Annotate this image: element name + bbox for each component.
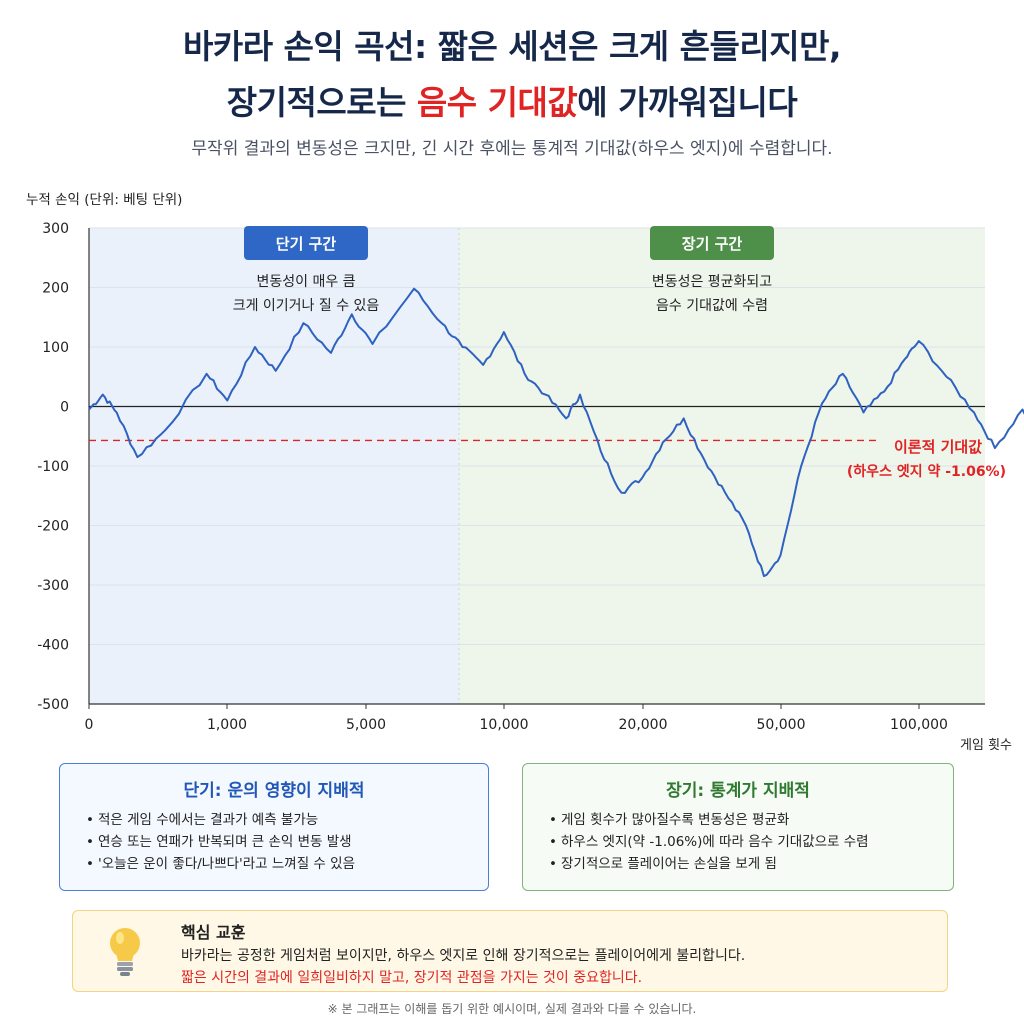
long-term-panel-title: 장기: 통계가 지배적 bbox=[666, 781, 810, 801]
y-tick-label: -400 bbox=[37, 638, 69, 654]
short-term-panel: 단기: 운의 영향이 지배적 적은 게임 수에서는 결과가 예측 불가능 연승 … bbox=[59, 763, 489, 891]
key-lesson-box: 핵심 교훈 바카라는 공정한 게임처럼 보이지만, 하우스 엣지로 인해 장기적… bbox=[72, 910, 948, 992]
y-tick-label: 300 bbox=[42, 221, 69, 237]
x-axis-label: 게임 횟수 bbox=[960, 738, 1012, 753]
profit-loss-chart: 300 200 100 0 -100 -200 -300 -400 -500 0 1,000 5,00… bbox=[37, 221, 1024, 733]
long-term-region-description: 변동성은 평균화되고 bbox=[652, 274, 772, 290]
expected-value-note: (하우스 엣지 약 -1.06%) bbox=[847, 463, 1006, 480]
footnote: ※ 본 그래프는 이해를 돕기 위한 예시이며, 실제 결과와 다를 수 있습니… bbox=[327, 1002, 697, 1016]
list-item: 적은 게임 수에서는 결과가 예측 불가능 bbox=[86, 809, 488, 831]
title-line-2-start: 장기적으로는 bbox=[226, 83, 417, 122]
short-term-region-badge-label: 단기 구간 bbox=[276, 235, 337, 253]
title-line-2: 장기적으로는 음수 기대값에 가까워집니다 bbox=[0, 76, 1024, 124]
lesson-warning: 짧은 시간의 결과에 일희일비하지 말고, 장기적 관점을 가지는 것이 중요합… bbox=[181, 970, 643, 986]
y-tick-label: 200 bbox=[42, 281, 69, 297]
title-line-2-end: 에 가까워집니다 bbox=[577, 83, 798, 122]
lightbulb-icon bbox=[110, 928, 140, 976]
x-tick-label: 50,000 bbox=[757, 717, 806, 733]
long-term-region-badge bbox=[650, 226, 774, 260]
x-tick-label: 5,000 bbox=[346, 717, 386, 733]
list-item: 하우스 엣지(약 -1.06%)에 따라 음수 기대값으로 수렴 bbox=[549, 831, 953, 853]
list-item: 연승 또는 연패가 반복되며 큰 손익 변동 발생 bbox=[86, 831, 488, 853]
short-term-region-description: 크게 이기거나 질 수 있음 bbox=[233, 298, 380, 314]
cumulative-pl-line bbox=[88, 287, 1024, 578]
lesson-text: 바카라는 공정한 게임처럼 보이지만, 하우스 엣지로 인해 장기적으로는 플레… bbox=[181, 948, 746, 964]
short-term-region-badge bbox=[244, 226, 368, 260]
y-tick-label: -300 bbox=[37, 578, 69, 594]
title-highlight: 음수 기대값 bbox=[416, 83, 578, 122]
long-term-region-badge-label: 장기 구간 bbox=[682, 235, 743, 253]
y-tick-label: -200 bbox=[37, 519, 69, 535]
lesson-title: 핵심 교훈 bbox=[181, 923, 246, 942]
short-term-list: 적은 게임 수에서는 결과가 예측 불가능 연승 또는 연패가 반복되며 큰 손… bbox=[60, 809, 488, 875]
x-tick-label: 100,000 bbox=[890, 717, 948, 733]
expected-value-label: 이론적 기대값 bbox=[894, 438, 982, 456]
y-tick-label: 0 bbox=[60, 400, 69, 416]
short-term-panel-title: 단기: 운의 영향이 지배적 bbox=[183, 781, 365, 801]
y-tick-label: -100 bbox=[37, 459, 69, 475]
long-term-list: 게임 횟수가 많아질수록 변동성은 평균화 하우스 엣지(약 -1.06%)에 … bbox=[523, 809, 953, 875]
short-term-region-description: 변동성이 매우 큼 bbox=[256, 274, 355, 290]
title-line-1: 바카라 손익 곡선: 짧은 세션은 크게 흔들리지만, bbox=[182, 27, 842, 66]
y-tick-label: 100 bbox=[42, 340, 69, 356]
list-item: 게임 횟수가 많아질수록 변동성은 평균화 bbox=[549, 809, 953, 831]
y-tick-label: -500 bbox=[37, 697, 69, 713]
x-tick-label: 20,000 bbox=[619, 717, 668, 733]
y-axis-label: 누적 손익 (단위: 베팅 단위) bbox=[26, 192, 183, 208]
subtitle: 무작위 결과의 변동성은 크지만, 긴 시간 후에는 통계적 기대값(하우스 엣… bbox=[191, 139, 833, 159]
list-item: '오늘은 운이 좋다/나쁘다'라고 느껴질 수 있음 bbox=[86, 853, 488, 875]
list-item: 장기적으로 플레이어는 손실을 보게 됨 bbox=[549, 853, 953, 875]
x-tick-label: 10,000 bbox=[480, 717, 529, 733]
long-term-region-description: 음수 기대값에 수렴 bbox=[656, 298, 768, 314]
long-term-panel: 장기: 통계가 지배적 게임 횟수가 많아질수록 변동성은 평균화 하우스 엣지… bbox=[522, 763, 954, 891]
x-tick-label: 1,000 bbox=[207, 717, 247, 733]
x-tick-label: 0 bbox=[85, 717, 94, 733]
